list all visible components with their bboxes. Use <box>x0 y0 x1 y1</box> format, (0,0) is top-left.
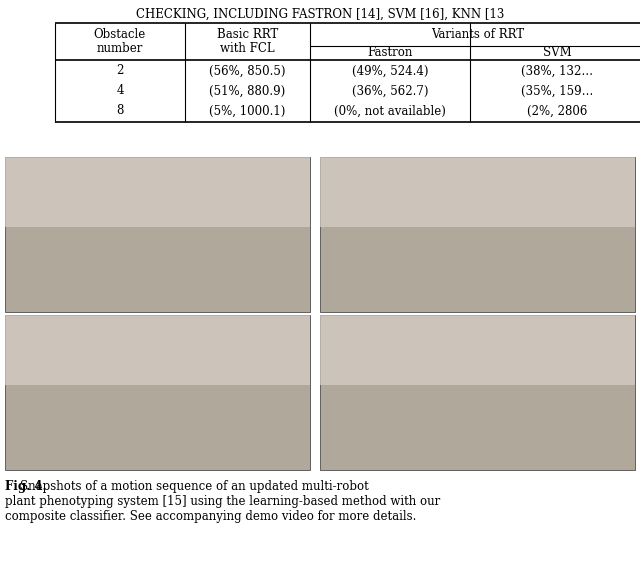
Text: SVM: SVM <box>543 47 572 59</box>
Bar <box>5 157 310 227</box>
Bar <box>320 315 635 470</box>
Text: CHECKING, INCLUDING FASTRON [14], SVM [16], KNN [13: CHECKING, INCLUDING FASTRON [14], SVM [1… <box>136 8 504 21</box>
Text: 4: 4 <box>116 84 124 97</box>
Text: (0%, not available): (0%, not available) <box>334 104 446 117</box>
Text: (49%, 524.4): (49%, 524.4) <box>352 64 428 78</box>
Bar <box>320 157 635 227</box>
Text: 2: 2 <box>116 64 124 78</box>
Text: Variants of RRT: Variants of RRT <box>431 28 524 41</box>
Text: (2%, 2806: (2%, 2806 <box>527 104 588 117</box>
Text: (51%, 880.9): (51%, 880.9) <box>209 84 285 97</box>
Text: Snapshots of a motion sequence of an updated multi-robot
plant phenotyping syste: Snapshots of a motion sequence of an upd… <box>5 480 440 523</box>
Text: (36%, 562.7): (36%, 562.7) <box>352 84 428 97</box>
Bar <box>5 315 310 470</box>
Text: (35%, 159…: (35%, 159… <box>522 84 594 97</box>
Text: Obstacle
number: Obstacle number <box>94 27 146 55</box>
Text: (38%, 132…: (38%, 132… <box>522 64 593 78</box>
Bar <box>5 157 310 312</box>
Text: Fig. 4.: Fig. 4. <box>5 480 47 493</box>
Text: 8: 8 <box>116 104 124 117</box>
Text: Basic RRT
with FCL: Basic RRT with FCL <box>217 27 278 55</box>
Text: Fastron: Fastron <box>367 47 413 59</box>
Text: (5%, 1000.1): (5%, 1000.1) <box>209 104 285 117</box>
Text: (56%, 850.5): (56%, 850.5) <box>209 64 285 78</box>
Bar <box>320 315 635 385</box>
Bar <box>320 157 635 312</box>
Bar <box>5 315 310 385</box>
